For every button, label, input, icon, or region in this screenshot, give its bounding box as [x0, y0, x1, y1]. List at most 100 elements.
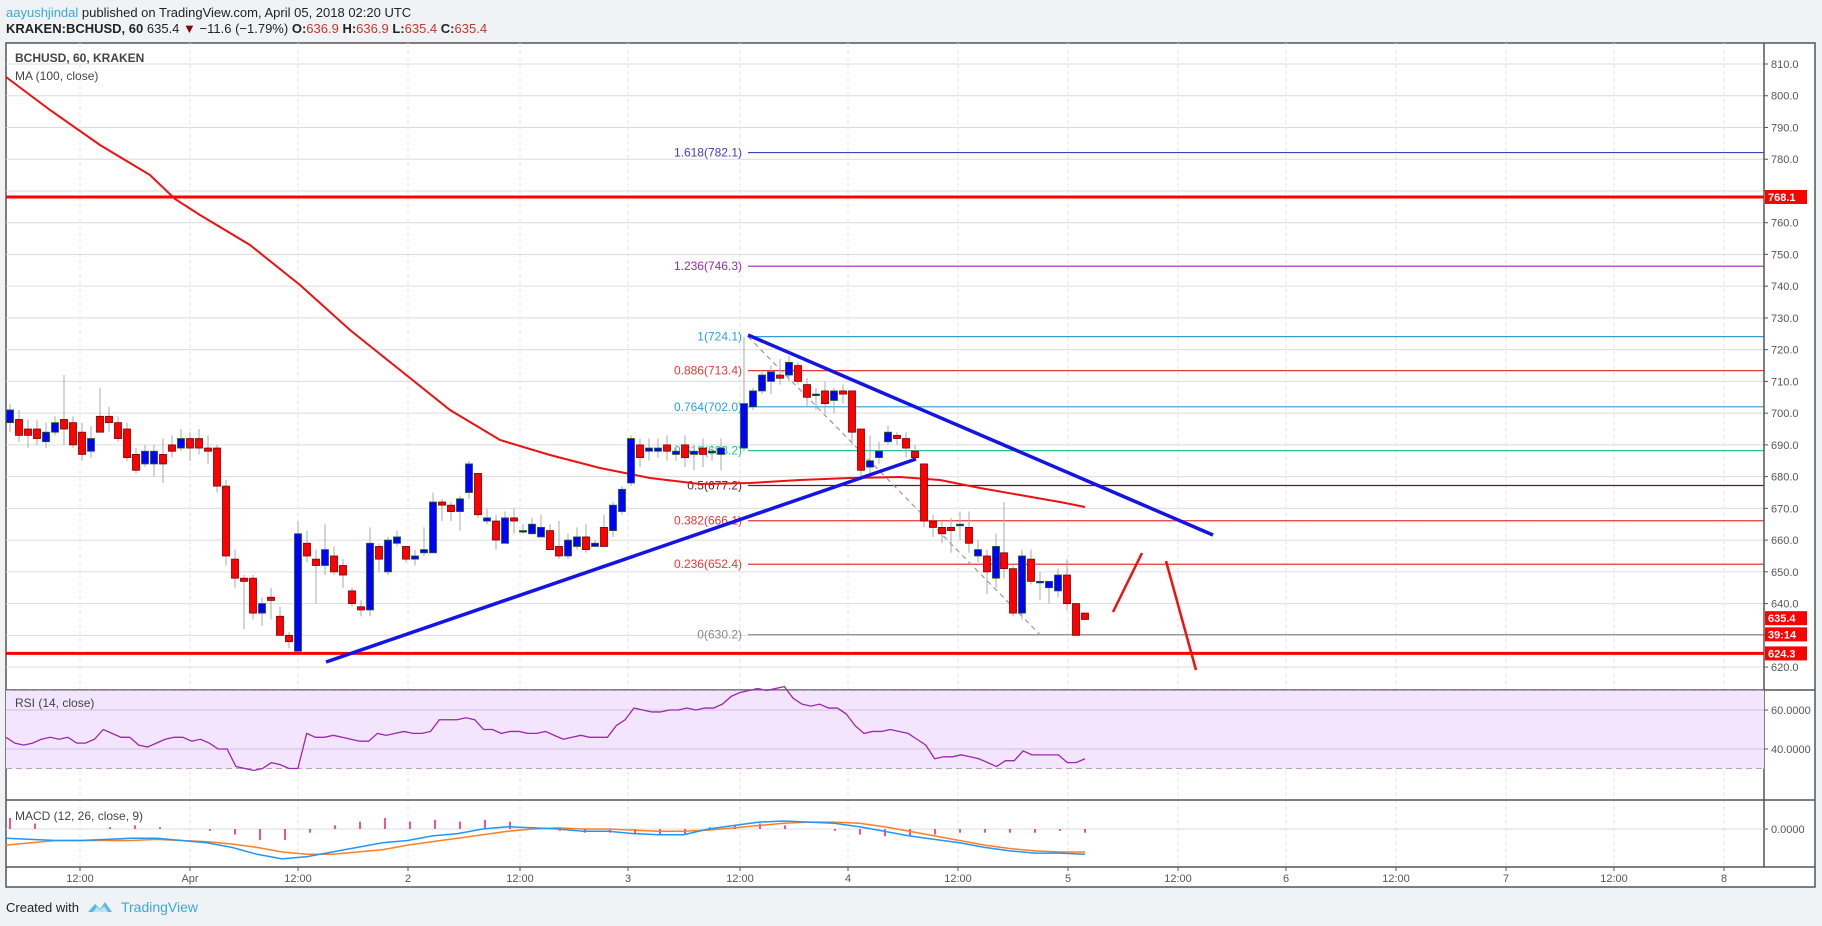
bear-candle [438, 501, 446, 506]
price-badge [1765, 627, 1807, 642]
price-tick-label: 780.0 [1771, 154, 1799, 166]
bull-candle [258, 603, 266, 614]
bear-candle [285, 634, 293, 643]
bull-candle [645, 447, 653, 452]
time-tick-label: 12:00 [66, 873, 94, 885]
bull-candle [456, 498, 464, 512]
bear-candle [78, 431, 86, 455]
bear-candle [555, 546, 563, 557]
price-badge [1765, 646, 1807, 661]
price-tick-label: 740.0 [1771, 281, 1799, 293]
fib-connector-line [747, 336, 1041, 636]
bull-candle [393, 536, 401, 544]
bear-candle [105, 415, 113, 424]
low-label: L: [392, 21, 405, 36]
price-badge-label: 768.1 [1768, 192, 1796, 204]
bull-candle [141, 450, 149, 465]
author-link[interactable]: aayushjindal [6, 5, 79, 20]
bear-candle [839, 390, 847, 395]
bear-candle [267, 596, 275, 601]
bear-candle [474, 473, 482, 516]
bull-candle [740, 403, 748, 449]
price-badge-label: 624.3 [1768, 648, 1796, 660]
time-tick-label: Apr [181, 873, 198, 885]
bear-candle [902, 438, 910, 449]
bull-candle [1054, 574, 1062, 592]
bear-candle [546, 530, 554, 551]
fib-level-label: 0(630.2) [697, 628, 742, 642]
bear-candle [375, 546, 383, 560]
bull-candle [812, 393, 820, 396]
bull-candle [411, 555, 419, 560]
price-tick-label: 660.0 [1771, 535, 1799, 547]
last-price: 635.4 [146, 21, 180, 36]
bear-candle [1063, 574, 1071, 604]
bear-candle [920, 463, 928, 522]
ma-legend[interactable]: MA (100, close) [15, 69, 99, 83]
symbol-label: KRAKEN:BCHUSD, 60 [6, 21, 144, 36]
bull-candle [591, 542, 599, 547]
price-tick-label: 710.0 [1771, 376, 1799, 388]
bull-candle [992, 546, 1000, 579]
chart-legend-title: BCHUSD, 60, KRAKEN [15, 51, 145, 65]
price-tick-label: 730.0 [1771, 313, 1799, 325]
bull-candle [528, 523, 536, 535]
tradingview-link[interactable]: TradingView [120, 899, 199, 915]
bear-candle [69, 422, 77, 446]
bear-candle [1009, 568, 1017, 614]
projection-arrow[interactable] [1111, 552, 1144, 613]
bull-candle [519, 530, 527, 533]
fib-level-label: 1.618(782.1) [674, 146, 742, 160]
bull-candle [564, 539, 572, 557]
bear-candle [24, 428, 32, 436]
macd-legend[interactable]: MACD (12, 26, close, 9) [15, 809, 144, 823]
bull-candle [609, 504, 617, 531]
rising-support-trendline[interactable] [325, 457, 917, 664]
fib-level-label: 0.5(677.2) [687, 479, 742, 493]
published-text: published on TradingView.com, April 05, … [78, 5, 412, 20]
bull-candle [956, 523, 964, 527]
fib-level-label: 0.764(702.0) [674, 400, 742, 414]
time-tick-label: 7 [1503, 873, 1509, 885]
bear-candle [195, 438, 203, 449]
open-label: O: [291, 21, 307, 36]
open-value: 636.9 [306, 21, 339, 36]
bull-candle [654, 447, 662, 452]
bear-candle [983, 555, 991, 573]
macd-line [5, 820, 1086, 860]
bull-candle [177, 438, 185, 449]
bull-candle [974, 549, 982, 557]
bear-candle [348, 590, 356, 604]
bull-candle [501, 517, 509, 544]
price-badge-label: 39:14 [1768, 629, 1797, 641]
bear-candle [848, 390, 856, 433]
bear-candle [893, 434, 901, 439]
bear-candle [1081, 612, 1089, 620]
price-tick-label: 700.0 [1771, 408, 1799, 420]
price-tick-label: 760.0 [1771, 218, 1799, 230]
bull-candle [483, 517, 491, 522]
bear-candle [821, 390, 829, 405]
bear-candle [857, 428, 865, 471]
bull-candle [767, 371, 775, 382]
time-tick-label: 2 [405, 873, 411, 885]
fib-level-label: 0.236(652.4) [674, 557, 742, 571]
bull-candle [294, 533, 302, 652]
time-tick-label: 12:00 [1600, 873, 1628, 885]
bear-candle [938, 527, 946, 535]
bear-candle [132, 454, 140, 471]
price-tick-label: 640.0 [1771, 599, 1799, 611]
falling-resistance-trendline[interactable] [747, 333, 1214, 537]
macd-tick-label: 0.0000 [1771, 824, 1805, 836]
bear-candle [123, 428, 131, 458]
price-tick-label: 720.0 [1771, 345, 1799, 357]
bear-candle [33, 428, 41, 439]
projection-arrow[interactable] [1164, 560, 1198, 671]
rsi-legend[interactable]: RSI (14, close) [15, 696, 95, 710]
rsi-line [5, 685, 1086, 772]
price-tick-label: 620.0 [1771, 662, 1799, 674]
bull-candle [708, 450, 716, 454]
bull-candle [465, 463, 473, 493]
fib-level-label: 1(724.1) [697, 330, 742, 344]
